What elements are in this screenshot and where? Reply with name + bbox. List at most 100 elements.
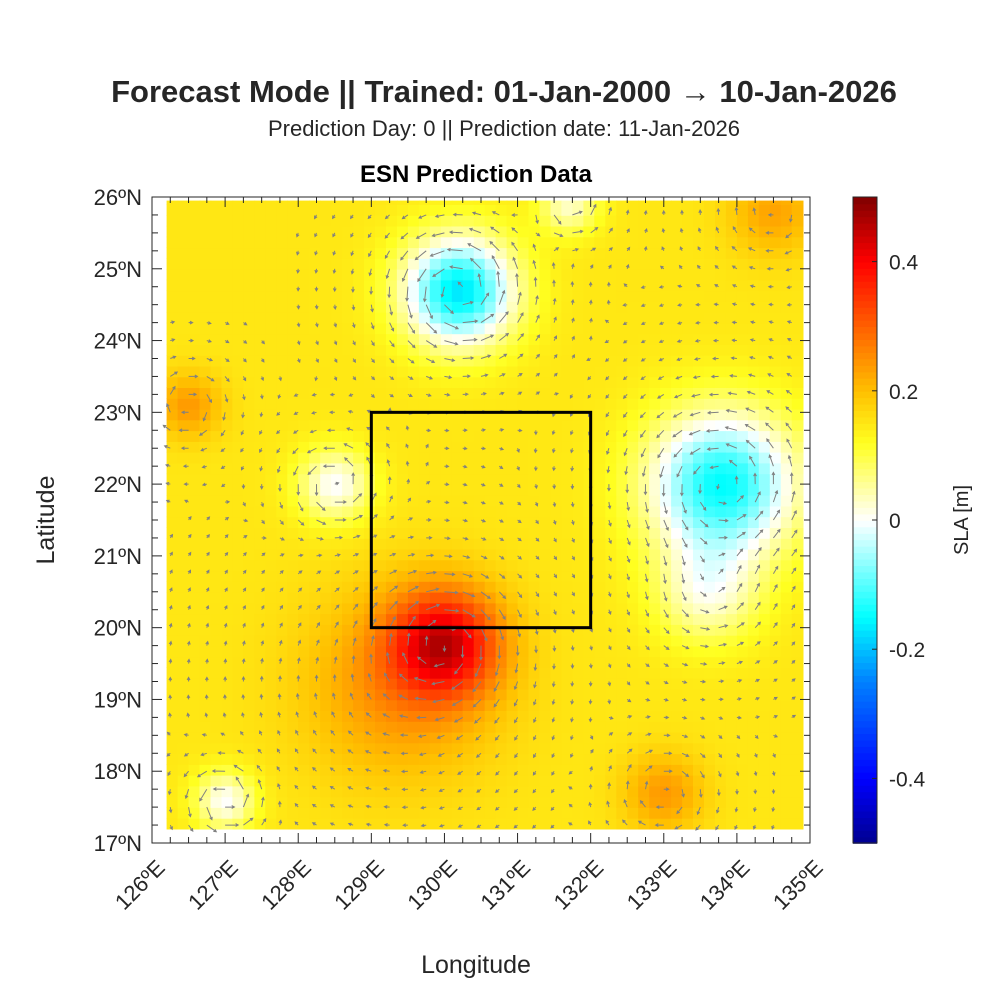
heatmap-cell (276, 354, 289, 367)
velocity-arrow (370, 322, 375, 330)
heatmap-cell (199, 677, 212, 690)
velocity-arrow (260, 394, 264, 400)
velocity-arrow (753, 472, 757, 485)
heatmap-cell (375, 817, 387, 830)
heatmap-cell (166, 290, 179, 302)
heatmap-cell (199, 387, 212, 399)
heatmap-cell (320, 408, 332, 421)
heatmap-cell (594, 656, 607, 668)
heatmap-cell (287, 785, 300, 798)
heatmap-cell (309, 354, 321, 367)
heatmap-cell (473, 200, 486, 205)
heatmap-cell (715, 774, 727, 787)
heatmap-cell (484, 764, 497, 776)
heatmap-cell (649, 516, 661, 528)
velocity-arrow (316, 587, 321, 593)
velocity-arrow (387, 286, 392, 299)
velocity-arrow (626, 681, 631, 686)
heatmap-cell (287, 591, 300, 604)
velocity-arrow (699, 770, 705, 779)
velocity-arrow (771, 771, 776, 777)
heatmap-cell (287, 344, 300, 356)
velocity-arrow (444, 340, 459, 346)
velocity-arrow (312, 748, 317, 754)
velocity-arrow (533, 276, 538, 287)
heatmap-cell (583, 721, 596, 733)
colorbar-segment (853, 248, 877, 256)
heatmap-cell (638, 484, 650, 496)
velocity-arrow (260, 358, 265, 363)
velocity-arrow (307, 465, 317, 476)
heatmap-cell (550, 817, 563, 830)
heatmap-cell (396, 236, 409, 249)
velocity-arrow (606, 299, 611, 305)
velocity-arrow (201, 733, 207, 737)
velocity-arrow (608, 206, 613, 216)
velocity-arrow (681, 519, 689, 531)
heatmap-cell (375, 764, 387, 776)
heatmap-cell (298, 236, 310, 249)
heatmap-cell (660, 322, 672, 335)
heatmap-cell (517, 200, 530, 205)
heatmap-cell (276, 742, 289, 755)
heatmap-cell (396, 505, 409, 518)
heatmap-cell (287, 796, 300, 808)
velocity-arrow (498, 311, 509, 323)
heatmap-cell (386, 505, 398, 518)
heatmap-cell (660, 774, 672, 787)
heatmap-cell (758, 677, 771, 690)
heatmap-cell (780, 677, 793, 690)
heatmap-cell (747, 214, 760, 227)
velocity-arrow (696, 264, 701, 270)
heatmap-cell (561, 236, 574, 249)
heatmap-cell (386, 494, 398, 507)
heatmap-cell (495, 344, 508, 356)
velocity-arrow (681, 770, 690, 778)
heatmap-cell (177, 602, 190, 615)
heatmap-cell (254, 527, 267, 539)
heatmap-cell (210, 247, 223, 259)
heatmap-cell (287, 548, 300, 561)
heatmap-cell (462, 667, 475, 679)
velocity-arrow (426, 603, 441, 611)
heatmap-cell (462, 613, 475, 625)
heatmap-cell (298, 796, 310, 808)
y-tick-label: 17ºN (94, 831, 142, 856)
heatmap-cell (671, 376, 683, 388)
heatmap-cell (429, 398, 442, 410)
heatmap-cell (396, 311, 409, 324)
heatmap-cell (429, 699, 442, 711)
heatmap-cell (407, 279, 420, 292)
heatmap-cell (221, 807, 234, 819)
velocity-arrow (444, 428, 450, 433)
heatmap-cell (616, 322, 629, 335)
heatmap-cell (517, 301, 530, 313)
velocity-arrow (180, 410, 189, 415)
region-box-layer (369, 410, 593, 630)
velocity-arrow (791, 714, 797, 719)
colorbar-segment (853, 339, 877, 347)
heatmap-cell (331, 462, 343, 475)
heatmap-cell (693, 408, 705, 421)
heatmap-cell (660, 204, 672, 216)
heatmap-cell (682, 570, 694, 582)
velocity-arrow (661, 246, 665, 251)
heatmap-cell (758, 559, 771, 572)
velocity-arrow (749, 284, 756, 289)
heatmap-cell (627, 236, 639, 249)
heatmap-cell (616, 290, 629, 302)
velocity-arrow (516, 466, 520, 471)
heatmap-cell (407, 290, 420, 302)
velocity-arrow (389, 585, 399, 593)
heatmap-cell (780, 344, 793, 356)
heatmap-cell (539, 365, 552, 378)
heatmap-cell (791, 279, 804, 292)
velocity-arrow (329, 392, 335, 397)
heatmap-cell (583, 634, 596, 647)
heatmap-cell (495, 764, 508, 776)
heatmap-cell (309, 624, 321, 636)
velocity-arrow (695, 824, 701, 831)
heatmap-cell (627, 742, 639, 755)
velocity-arrow (572, 248, 580, 252)
heatmap-cell (331, 677, 343, 690)
